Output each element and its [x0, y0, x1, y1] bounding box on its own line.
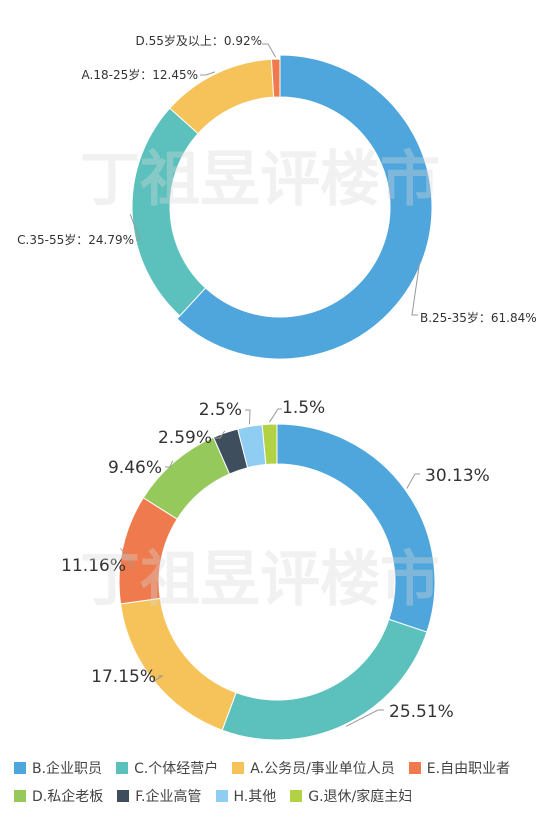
legend-item[interactable]: F.企业高管: [117, 786, 202, 806]
legend-swatch: [14, 762, 26, 774]
legend-row-2: D.私企老板 F.企业高管 H.其他 G.退休/家庭主妇: [14, 782, 544, 810]
data-label: 30.13%: [425, 466, 490, 486]
leader-line: [262, 43, 277, 58]
leader-line: [200, 71, 216, 76]
legend-swatch: [117, 790, 130, 802]
legend-item[interactable]: H.其他: [215, 786, 277, 806]
age-donut-chart: B.25-35岁：61.84% C.35-55岁：24.79% A.18-25岁：1…: [17, 33, 537, 360]
occupation-donut-chart: 30.13% 25.51% 17.15% 11.16% 9.46% 2.59% 2.5% 1.…: [61, 398, 490, 741]
leader-line: [411, 261, 421, 316]
data-label: 25.51%: [389, 702, 454, 722]
legend-swatch: [290, 790, 303, 802]
donut-slice[interactable]: [176, 54, 433, 360]
data-label: 2.59%: [158, 428, 212, 448]
legend-label: G.退休/家庭主妇: [308, 789, 413, 805]
legend-swatch: [14, 790, 26, 802]
data-label: B.25-35岁：61.84%: [420, 310, 537, 325]
watermark-top: 丁祖昱评楼市: [80, 145, 440, 215]
legend-item[interactable]: G.退休/家庭主妇: [290, 786, 412, 806]
legend-row-1: B.企业职员 C.个体经营户 A.公务员/事业单位人员 E.自由职业者: [14, 754, 544, 782]
legend-swatch: [408, 762, 421, 774]
watermark-bottom: 丁祖昱评楼市: [80, 545, 440, 615]
legend-swatch: [232, 762, 245, 774]
leader-line: [152, 675, 164, 683]
data-label: 1.5%: [282, 398, 325, 418]
leader-line: [120, 548, 134, 566]
leader-line: [345, 709, 384, 727]
legend-item[interactable]: E.自由职业者: [408, 758, 511, 778]
legend-label: H.其他: [233, 789, 277, 805]
donut-slice[interactable]: [261, 423, 278, 466]
legend-item[interactable]: B.企业职员: [14, 758, 102, 778]
leader-line: [129, 214, 141, 241]
chart-legend: B.企业职员 C.个体经营户 A.公务员/事业单位人员 E.自由职业者 D.私企…: [14, 754, 544, 810]
data-label: 9.46%: [108, 458, 162, 478]
donut-slice[interactable]: [119, 597, 237, 731]
legend-item[interactable]: A.公务员/事业单位人员: [232, 758, 395, 778]
legend-swatch: [215, 790, 228, 802]
data-label: C.35-55岁：24.79%: [17, 232, 134, 247]
leader-line: [406, 473, 420, 489]
leader-line: [269, 408, 282, 423]
legend-label: B.企业职员: [32, 761, 103, 777]
legend-label: F.企业高管: [135, 789, 202, 805]
legend-item[interactable]: C.个体经营户: [116, 758, 218, 778]
leader-line: [165, 460, 174, 468]
legend-label: A.公务员/事业单位人员: [250, 761, 395, 777]
donut-slice[interactable]: [270, 58, 281, 98]
legend-label: C.个体经营户: [134, 761, 219, 777]
data-label: 11.16%: [61, 556, 126, 576]
data-label: 2.5%: [199, 400, 242, 420]
data-label: A.18-25岁：12.45%: [82, 67, 198, 82]
data-label: 17.15%: [91, 667, 156, 687]
data-label: D.55岁及以上：0.92%: [136, 33, 262, 48]
leader-line: [245, 409, 251, 425]
legend-label: D.私企老板: [32, 789, 104, 805]
legend-label: E.自由职业者: [426, 761, 511, 777]
legend-item[interactable]: D.私企老板: [14, 786, 103, 806]
legend-swatch: [116, 762, 129, 774]
leader-line: [215, 430, 226, 439]
